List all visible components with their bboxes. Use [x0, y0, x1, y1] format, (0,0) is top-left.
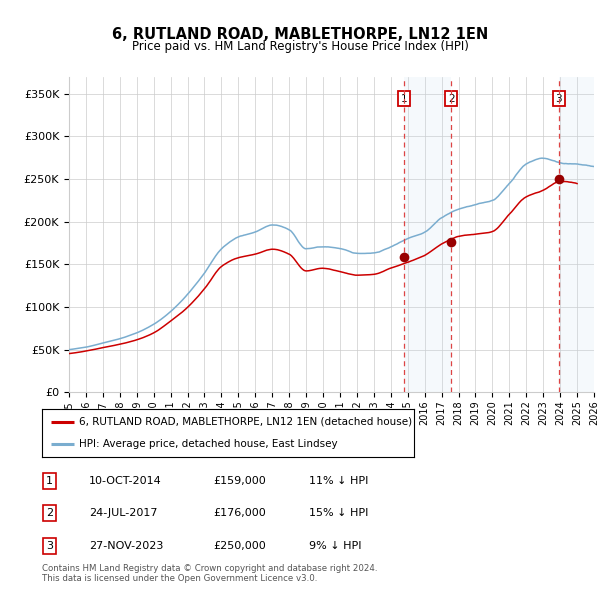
Text: 6, RUTLAND ROAD, MABLETHORPE, LN12 1EN (detached house): 6, RUTLAND ROAD, MABLETHORPE, LN12 1EN (…: [79, 417, 412, 427]
Text: 2: 2: [448, 94, 454, 104]
Text: 2: 2: [46, 509, 53, 518]
Text: £159,000: £159,000: [213, 476, 266, 486]
Text: Contains HM Land Registry data © Crown copyright and database right 2024.
This d: Contains HM Land Registry data © Crown c…: [42, 563, 377, 583]
Text: 11% ↓ HPI: 11% ↓ HPI: [309, 476, 368, 486]
Text: 24-JUL-2017: 24-JUL-2017: [89, 509, 157, 518]
Text: 1: 1: [401, 94, 407, 104]
Text: £176,000: £176,000: [213, 509, 266, 518]
Text: 10-OCT-2014: 10-OCT-2014: [89, 476, 161, 486]
Text: 6, RUTLAND ROAD, MABLETHORPE, LN12 1EN: 6, RUTLAND ROAD, MABLETHORPE, LN12 1EN: [112, 27, 488, 42]
Bar: [404, 77, 451, 392]
Text: 27-NOV-2023: 27-NOV-2023: [89, 541, 163, 550]
Text: 3: 3: [555, 94, 562, 104]
Text: Price paid vs. HM Land Registry's House Price Index (HPI): Price paid vs. HM Land Registry's House …: [131, 40, 469, 53]
Text: 9% ↓ HPI: 9% ↓ HPI: [309, 541, 361, 550]
Text: 3: 3: [46, 541, 53, 550]
Text: 1: 1: [46, 476, 53, 486]
Text: 15% ↓ HPI: 15% ↓ HPI: [309, 509, 368, 518]
Bar: [559, 77, 594, 392]
Bar: [559, 77, 594, 392]
Text: £250,000: £250,000: [213, 541, 266, 550]
Text: HPI: Average price, detached house, East Lindsey: HPI: Average price, detached house, East…: [79, 439, 338, 449]
